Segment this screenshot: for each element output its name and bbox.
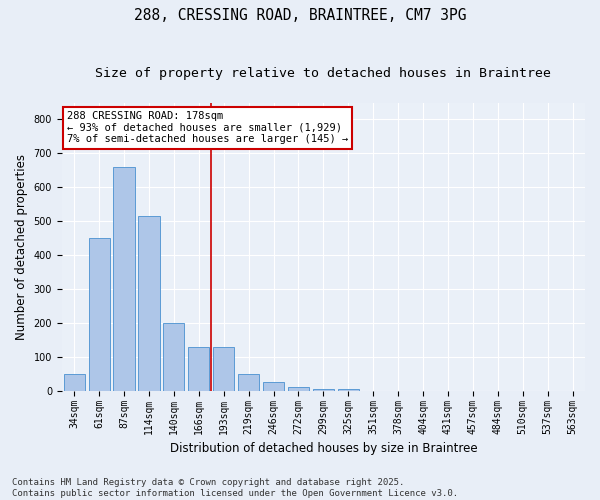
Bar: [313, 389, 334, 391]
Bar: [213, 346, 235, 391]
Title: Size of property relative to detached houses in Braintree: Size of property relative to detached ho…: [95, 68, 551, 80]
Text: 288, CRESSING ROAD, BRAINTREE, CM7 3PG: 288, CRESSING ROAD, BRAINTREE, CM7 3PG: [134, 8, 466, 22]
Bar: [139, 216, 160, 391]
Text: 288 CRESSING ROAD: 178sqm
← 93% of detached houses are smaller (1,929)
7% of sem: 288 CRESSING ROAD: 178sqm ← 93% of detac…: [67, 111, 348, 144]
Bar: [64, 374, 85, 391]
Bar: [288, 388, 309, 391]
Bar: [89, 238, 110, 391]
X-axis label: Distribution of detached houses by size in Braintree: Distribution of detached houses by size …: [170, 442, 477, 455]
Bar: [338, 389, 359, 391]
Bar: [113, 167, 134, 391]
Bar: [188, 346, 209, 391]
Bar: [263, 382, 284, 391]
Text: Contains HM Land Registry data © Crown copyright and database right 2025.
Contai: Contains HM Land Registry data © Crown c…: [12, 478, 458, 498]
Bar: [238, 374, 259, 391]
Y-axis label: Number of detached properties: Number of detached properties: [15, 154, 28, 340]
Bar: [163, 323, 184, 391]
